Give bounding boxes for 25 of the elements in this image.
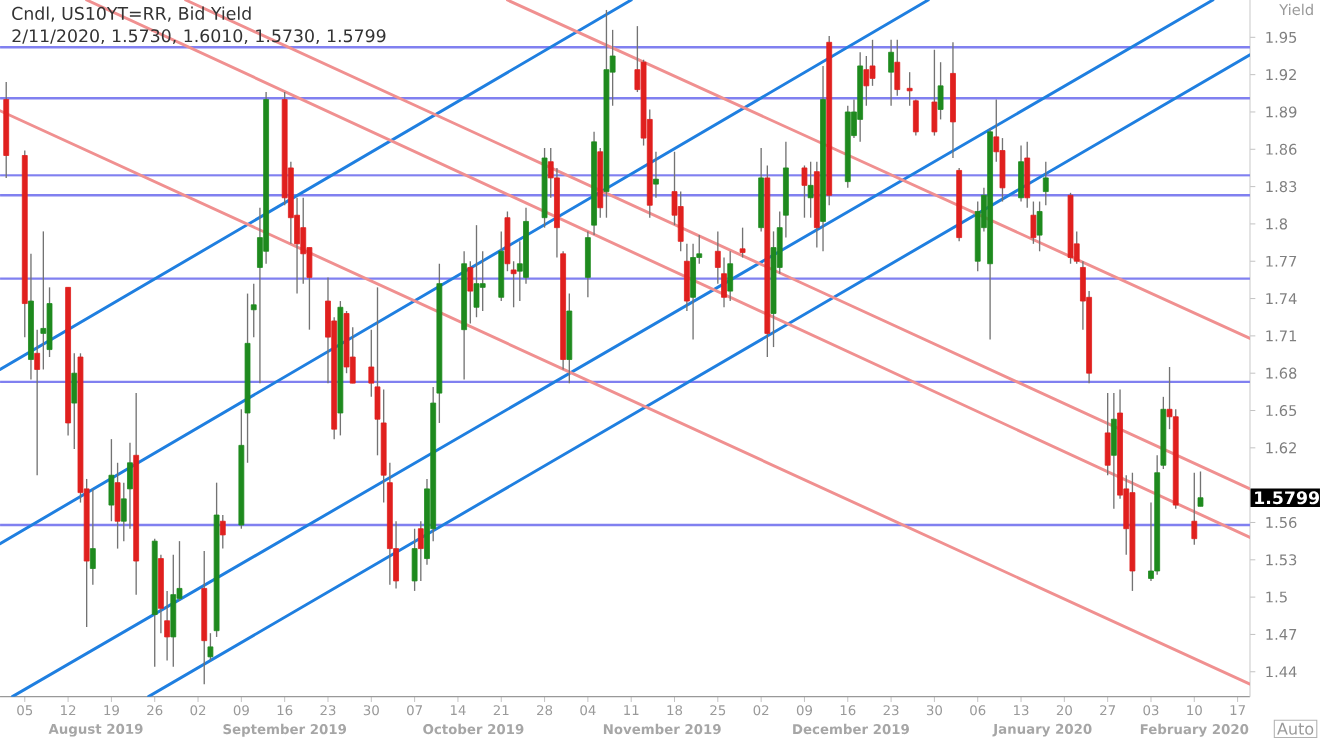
candlestick	[1018, 144, 1024, 203]
candlestick	[739, 226, 746, 259]
candlestick	[888, 39, 894, 107]
candlestick	[585, 230, 591, 298]
text: 2/11/2020, 1.5730, 1.6010, 1.5730, 1.5799	[12, 29, 386, 45]
candlestick	[1191, 472, 1198, 546]
candlestick	[1110, 392, 1117, 510]
chart-title: Cndl, US10YT=RR, Bid Yield	[12, 6, 251, 22]
candlestick	[1042, 161, 1049, 206]
candlestick	[411, 528, 418, 592]
candlestick	[807, 161, 814, 219]
candlestick	[479, 250, 486, 312]
candlestick	[1024, 141, 1031, 209]
candlestick	[727, 250, 734, 302]
candlestick	[1036, 200, 1043, 252]
candlestick	[653, 151, 659, 199]
candlestick	[473, 224, 480, 318]
candlestick	[690, 243, 696, 341]
candlestick	[801, 164, 808, 219]
candlestick	[931, 49, 938, 137]
candlestick	[219, 514, 226, 550]
candlestick	[1030, 200, 1037, 245]
text: 1.5799	[1255, 491, 1319, 505]
candlestick	[71, 352, 78, 450]
text: Auto	[1277, 722, 1314, 735]
